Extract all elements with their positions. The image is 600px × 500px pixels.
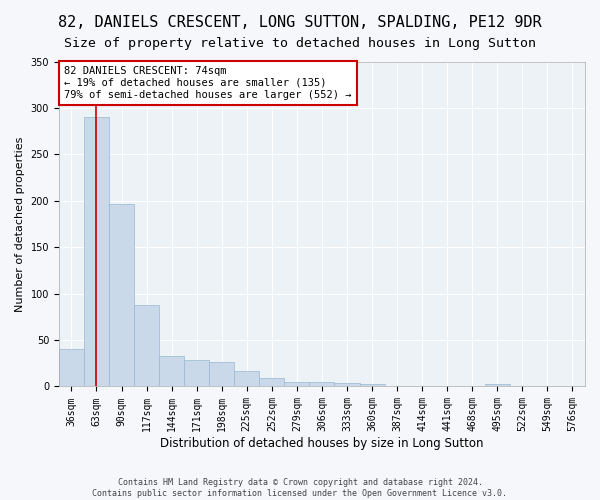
Bar [284,382,310,386]
Bar [359,384,385,386]
Text: Size of property relative to detached houses in Long Sutton: Size of property relative to detached ho… [64,38,536,51]
Bar [334,383,359,386]
Bar [109,204,134,386]
Text: Contains HM Land Registry data © Crown copyright and database right 2024.
Contai: Contains HM Land Registry data © Crown c… [92,478,508,498]
Text: 82, DANIELS CRESCENT, LONG SUTTON, SPALDING, PE12 9DR: 82, DANIELS CRESCENT, LONG SUTTON, SPALD… [58,15,542,30]
Bar [310,382,334,386]
Bar [209,362,234,386]
Bar [59,350,84,387]
Bar [259,378,284,386]
Bar [234,370,259,386]
Bar [184,360,209,386]
X-axis label: Distribution of detached houses by size in Long Sutton: Distribution of detached houses by size … [160,437,484,450]
Bar [84,117,109,386]
Text: 82 DANIELS CRESCENT: 74sqm
← 19% of detached houses are smaller (135)
79% of sem: 82 DANIELS CRESCENT: 74sqm ← 19% of deta… [64,66,352,100]
Bar [485,384,510,386]
Bar [134,305,159,386]
Y-axis label: Number of detached properties: Number of detached properties [15,136,25,312]
Bar [159,356,184,386]
